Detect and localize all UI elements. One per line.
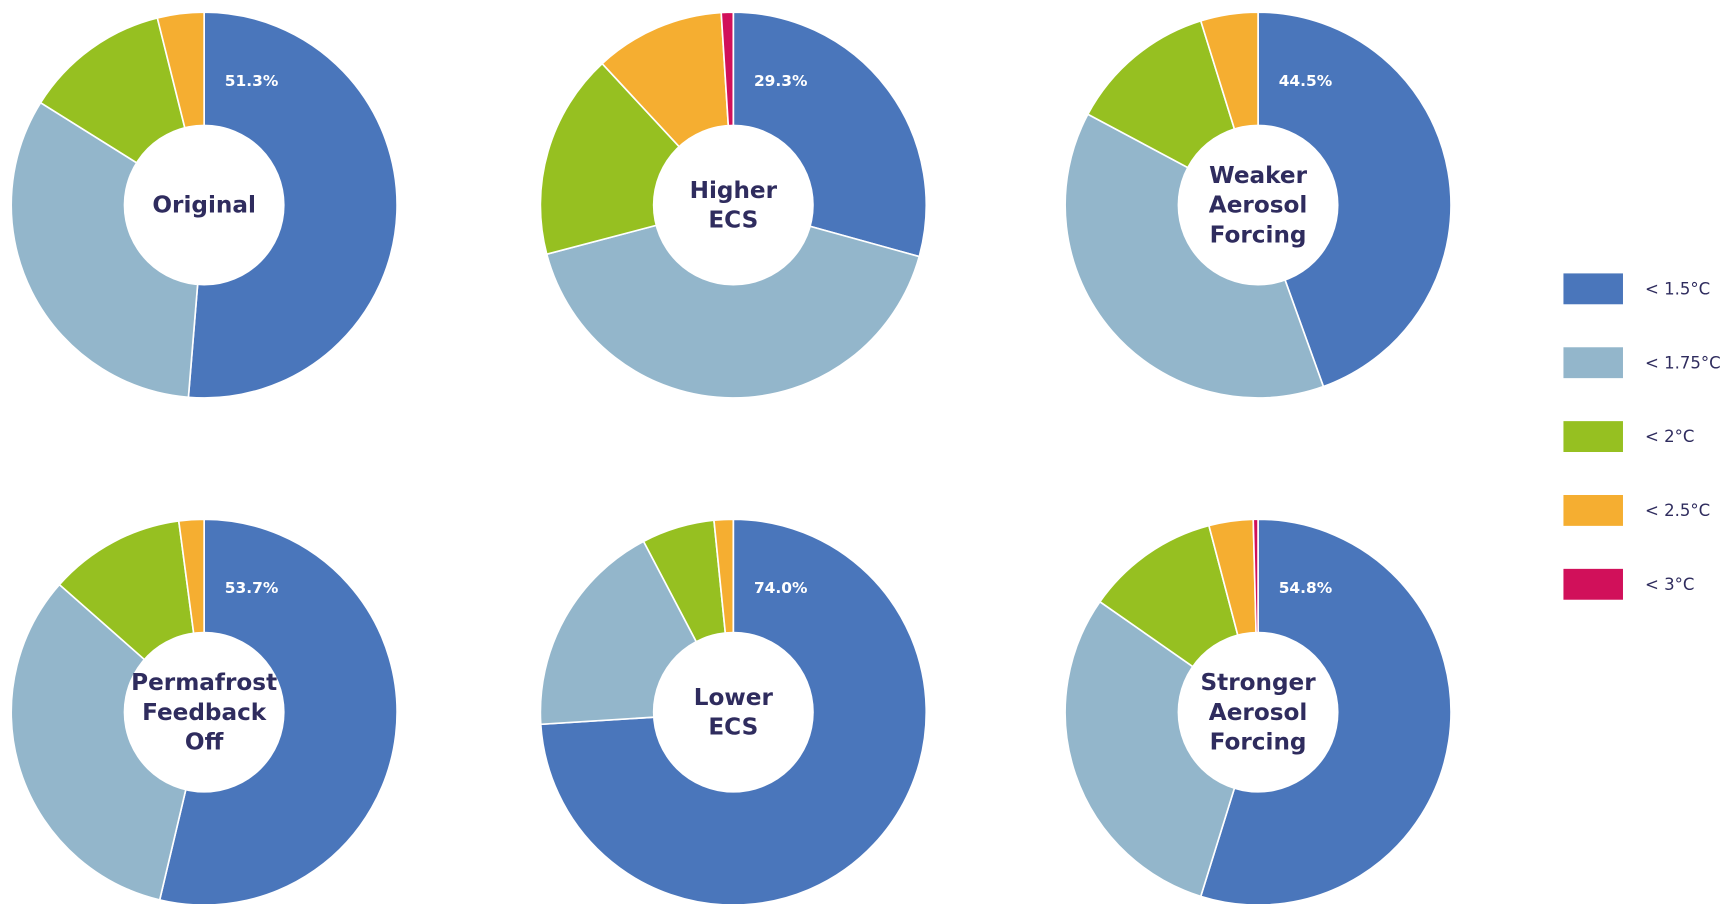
center-label: ECS [708,208,758,234]
donut-chart: 44.5% Weaker Aerosol Forcing [1064,11,1452,399]
center-label: Off [185,730,224,756]
pie-slice [10,583,206,901]
center-label: Forcing [1210,222,1307,248]
value-label: 44.5% [1279,72,1333,90]
legend-swatch [1563,568,1623,600]
center-label: Aerosol [1209,193,1308,219]
value-label: 54.8% [1279,579,1333,597]
donut-hole [1177,124,1339,286]
pie-slice [1064,113,1325,399]
pie-slice [1257,11,1452,388]
legend: < 1.5°C < 1.75°C < 2°C < 2.5°C < 3°C [1563,273,1721,600]
donut-chart: 53.7% Permafrost Feedback Off [10,518,398,904]
center-label: Permafrost [131,670,277,696]
center-label: Aerosol [1209,700,1308,726]
center-label: Lower [694,685,774,711]
pie-slice [187,11,398,399]
donut-hole [1177,631,1339,793]
legend-label: < 2.5°C [1645,501,1710,520]
value-label: 29.3% [754,72,808,90]
pie-slice [1252,518,1259,713]
legend-swatch [1563,273,1623,305]
value-label: 51.3% [225,72,279,90]
center-label: Higher [690,178,778,204]
legend-label: < 3°C [1645,575,1694,594]
legend-swatch [1563,421,1623,452]
donut-chart: 74.0% Lower ECS [539,518,928,904]
value-label: 74.0% [754,579,808,597]
donut-hole [123,631,285,793]
center-label: Forcing [1210,730,1307,756]
pie-slice [545,204,921,399]
donut-hole [123,124,285,286]
legend-label: < 1.75°C [1645,353,1721,372]
center-label: Original [152,193,256,219]
center-label: Weaker [1209,163,1307,189]
center-label: Feedback [142,700,267,726]
legend-swatch [1563,347,1623,379]
donut-chart: 54.8% Stronger Aerosol Forcing [1064,518,1452,904]
donut-hole [652,631,814,793]
legend-swatch [1563,494,1623,526]
center-label: Stronger [1200,670,1316,696]
donut-chart: 29.3% Higher ECS [539,11,927,399]
center-label: ECS [708,715,758,741]
legend-label: < 2°C [1645,427,1694,446]
value-label: 53.7% [225,579,279,597]
donut-chart: 51.3% Original [10,11,398,399]
pie-slice [1064,600,1260,898]
legend-label: < 1.5°C [1645,279,1710,298]
donut-hole [652,124,814,286]
